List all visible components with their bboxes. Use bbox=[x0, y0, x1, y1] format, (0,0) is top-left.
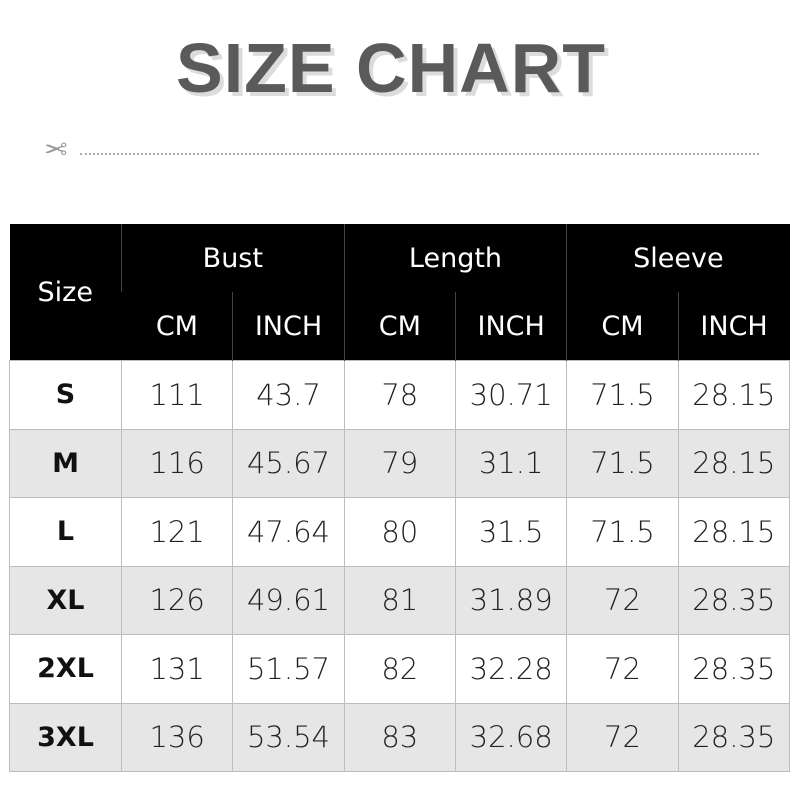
measurement-cell: 82 bbox=[343, 634, 456, 704]
table-row: M 116 45.67 79 31.1 71.5 28.15 bbox=[9, 428, 791, 498]
dotted-divider bbox=[80, 153, 759, 155]
size-cell: S bbox=[9, 360, 122, 430]
table-row: XL 126 49.61 81 31.89 72 28.35 bbox=[9, 565, 791, 635]
group-header-sleeve: Sleeve bbox=[566, 224, 790, 292]
measurement-cell: 28.35 bbox=[677, 565, 791, 635]
cut-line: ✂ bbox=[44, 134, 759, 168]
measurement-cell: 71.5 bbox=[566, 360, 679, 430]
size-chart-table: Size Bust Length Sleeve CM INCH CM INCH CM IN… bbox=[9, 224, 791, 772]
unit-header: CM bbox=[566, 292, 679, 361]
scissors-icon: ✂ bbox=[44, 134, 68, 165]
measurement-cell: 131 bbox=[120, 634, 234, 704]
size-cell: XL bbox=[9, 565, 122, 635]
measurement-cell: 28.35 bbox=[677, 634, 791, 704]
measurement-cell: 49.61 bbox=[232, 565, 345, 635]
size-cell: L bbox=[9, 497, 122, 567]
size-cell: 3XL bbox=[9, 702, 122, 772]
unit-header: INCH bbox=[677, 292, 790, 361]
measurement-cell: 43.7 bbox=[232, 360, 345, 430]
measurement-cell: 121 bbox=[120, 497, 234, 567]
measurement-cell: 126 bbox=[120, 565, 234, 635]
measurement-cell: 31.1 bbox=[454, 428, 568, 498]
unit-header: INCH bbox=[232, 292, 345, 361]
measurement-cell: 28.15 bbox=[677, 497, 791, 567]
size-header: Size bbox=[9, 224, 122, 361]
measurement-cell: 53.54 bbox=[232, 702, 345, 772]
measurement-cell: 136 bbox=[120, 702, 234, 772]
measurement-cell: 51.57 bbox=[232, 634, 345, 704]
measurement-cell: 32.68 bbox=[454, 702, 568, 772]
measurement-cell: 47.64 bbox=[232, 497, 345, 567]
measurement-cell: 72 bbox=[566, 634, 679, 704]
measurement-cell: 72 bbox=[566, 565, 679, 635]
group-header-bust: Bust bbox=[121, 224, 345, 292]
unit-header: CM bbox=[121, 292, 233, 361]
measurement-cell: 116 bbox=[120, 428, 234, 498]
measurement-cell: 71.5 bbox=[566, 497, 679, 567]
measurement-cell: 71.5 bbox=[566, 428, 679, 498]
measurement-cell: 79 bbox=[343, 428, 456, 498]
group-header-length: Length bbox=[343, 224, 567, 292]
size-cell: 2XL bbox=[9, 634, 122, 704]
measurement-cell: 78 bbox=[343, 360, 456, 430]
measurement-cell: 31.5 bbox=[454, 497, 568, 567]
unit-header: INCH bbox=[454, 292, 567, 361]
size-cell: M bbox=[9, 428, 122, 498]
measurement-cell: 83 bbox=[343, 702, 456, 772]
table-row: S 111 43.7 78 30.71 71.5 28.15 bbox=[9, 360, 791, 430]
table-row: 2XL 131 51.57 82 32.28 72 28.35 bbox=[9, 634, 791, 704]
measurement-cell: 81 bbox=[343, 565, 456, 635]
measurement-cell: 30.71 bbox=[454, 360, 568, 430]
unit-header: CM bbox=[343, 292, 456, 361]
measurement-cell: 72 bbox=[566, 702, 679, 772]
measurement-cell: 80 bbox=[343, 497, 456, 567]
measurement-cell: 32.28 bbox=[454, 634, 568, 704]
table-row: 3XL 136 53.54 83 32.68 72 28.35 bbox=[9, 702, 791, 772]
measurement-cell: 28.15 bbox=[677, 428, 791, 498]
measurement-cell: 28.15 bbox=[677, 360, 791, 430]
measurement-cell: 45.67 bbox=[232, 428, 345, 498]
measurement-cell: 31.89 bbox=[454, 565, 568, 635]
page-title: SIZE CHART bbox=[176, 29, 606, 107]
measurement-cell: 111 bbox=[120, 360, 234, 430]
measurement-cell: 28.35 bbox=[677, 702, 791, 772]
table-row: L 121 47.64 80 31.5 71.5 28.15 bbox=[9, 497, 791, 567]
